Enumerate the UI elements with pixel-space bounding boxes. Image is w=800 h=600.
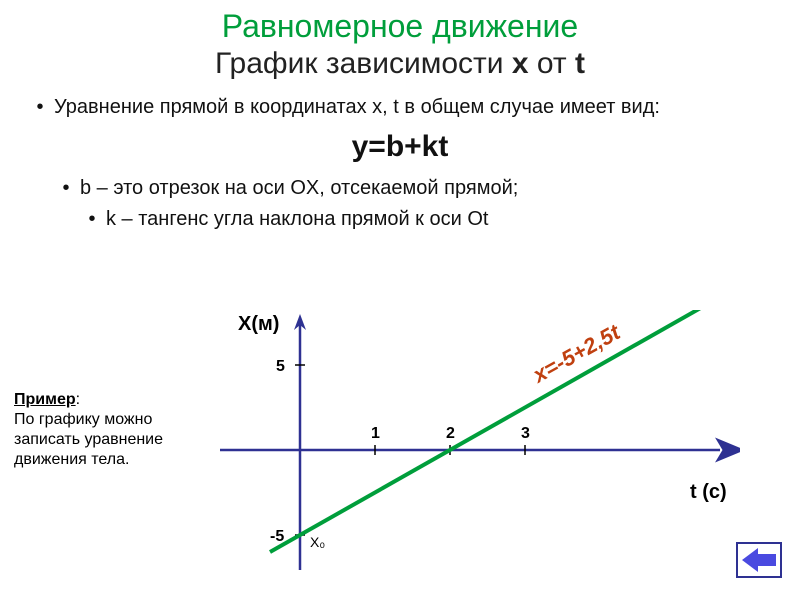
x-tick-label: 1 (371, 425, 380, 442)
subtitle-mid: от (529, 47, 575, 80)
y-tick-label: -5 (270, 528, 284, 545)
example-colon: : (76, 391, 80, 408)
b-def-row: • b – это отрезок на оси OX, отсекаемой … (52, 176, 774, 201)
k-def-row: • k – тангенс угла наклона прямой к оси … (78, 207, 774, 232)
intro-text: Уравнение прямой в координатах х, t в об… (54, 95, 660, 120)
title-text: Равномерное движение (222, 8, 578, 44)
bullet-icon: • (26, 95, 54, 120)
equation: y=b+kt (26, 128, 774, 166)
title-block: Равномерное движение График зависимости … (0, 0, 800, 81)
back-arrow-icon (736, 542, 782, 578)
example-label: Пример (14, 391, 76, 408)
intro-row: • Уравнение прямой в координатах х, t в … (26, 95, 774, 120)
title-line-2: График зависимости х от t (0, 47, 800, 81)
title-line-1: Равномерное движение (0, 8, 800, 45)
example-block: Пример: По графику можно записать уравне… (14, 390, 214, 470)
y-tick-label: 5 (276, 358, 285, 375)
subtitle-x: х (512, 47, 529, 80)
x-tick-label: 3 (521, 425, 530, 442)
back-arrow-shape (742, 548, 776, 572)
chart-svg: X(м)t (c)1235-5X₀x=-5+2,5t (220, 310, 740, 580)
x0-label: X₀ (310, 534, 325, 550)
x-tick-label: 2 (446, 425, 455, 442)
subtitle-t: t (575, 47, 585, 80)
bullet-icon: • (78, 207, 106, 232)
y-axis-label: X(м) (238, 313, 279, 335)
bullet-icon: • (52, 176, 80, 201)
content-block: • Уравнение прямой в координатах х, t в … (0, 81, 800, 232)
back-button[interactable] (736, 542, 782, 578)
example-body: По графику можно записать уравнение движ… (14, 411, 163, 468)
x-axis-label: t (c) (690, 481, 727, 503)
k-def-text: k – тангенс угла наклона прямой к оси Ot (106, 207, 488, 232)
data-line (270, 310, 705, 552)
b-def-text: b – это отрезок на оси OX, отсекаемой пр… (80, 176, 518, 201)
chart: X(м)t (c)1235-5X₀x=-5+2,5t (220, 310, 740, 580)
subtitle-pre: График зависимости (215, 47, 512, 80)
